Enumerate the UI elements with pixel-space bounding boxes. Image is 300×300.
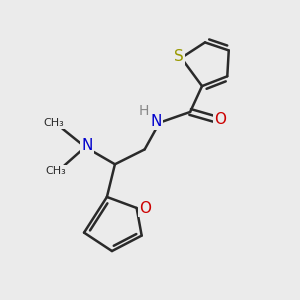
Text: N: N xyxy=(150,114,162,129)
Text: O: O xyxy=(214,112,226,127)
Text: S: S xyxy=(174,49,184,64)
Text: CH₃: CH₃ xyxy=(46,166,67,176)
Text: H: H xyxy=(139,104,149,118)
Text: O: O xyxy=(139,201,151,216)
Text: CH₃: CH₃ xyxy=(44,118,64,128)
Text: N: N xyxy=(81,138,92,153)
